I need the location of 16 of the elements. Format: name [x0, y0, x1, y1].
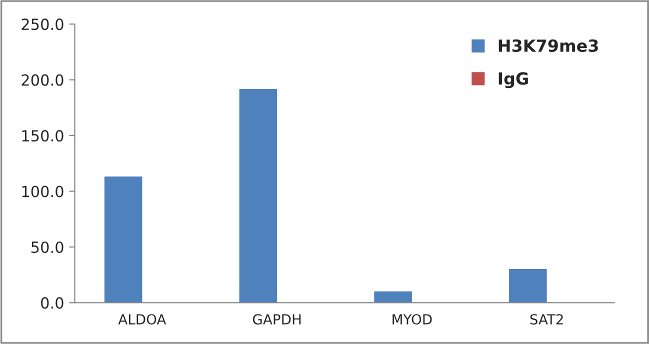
bar — [239, 89, 278, 303]
bar — [374, 291, 412, 303]
y-tick-label: 0.0 — [41, 297, 64, 309]
y-tick-label: 200.0 — [22, 74, 64, 86]
x-tick-label: MYOD — [392, 314, 432, 325]
y-tick-label: 250.0 — [22, 18, 64, 30]
bar — [104, 176, 142, 303]
x-tick-label: GAPDH — [252, 314, 301, 325]
legend-label: H3K79me3 — [498, 39, 598, 52]
legend-label: IgG — [498, 72, 528, 88]
x-tick-label: ALDOA — [118, 314, 166, 325]
x-tick-label: SAT2 — [530, 314, 563, 325]
bar — [509, 269, 547, 303]
y-tick-label: 100.0 — [22, 186, 64, 198]
y-tick-label: 150.0 — [22, 130, 64, 142]
y-tick-label: 50.0 — [31, 241, 64, 254]
